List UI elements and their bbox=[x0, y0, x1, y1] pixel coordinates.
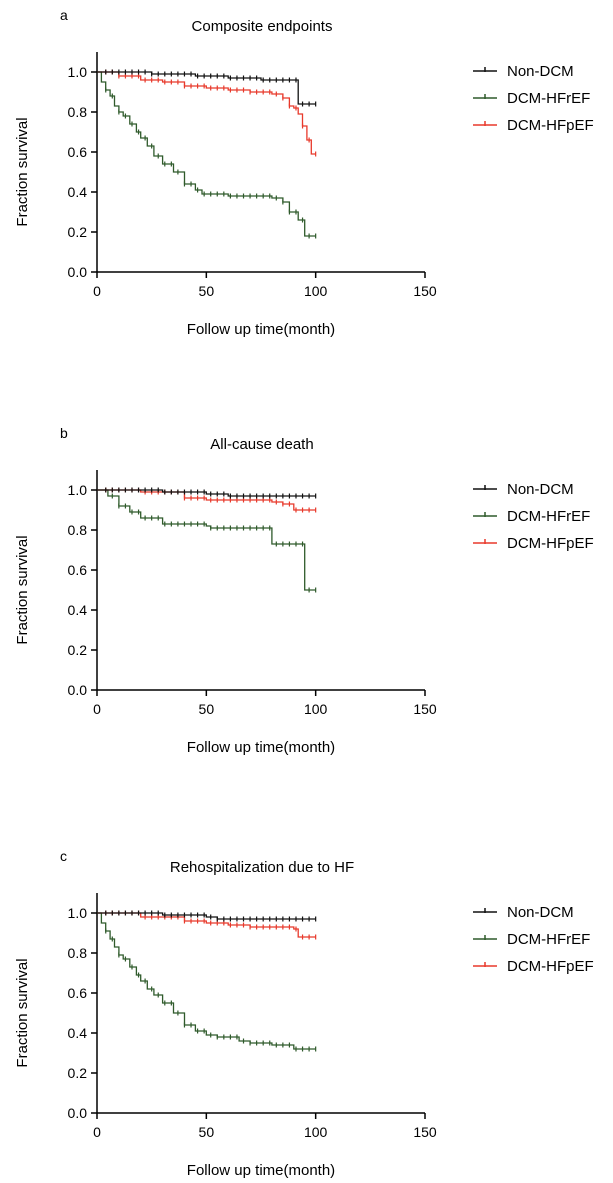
chart-panel-a: a Composite endpoints 0.0 0.2 0.4 0.6 0.8 1.0 0 5… bbox=[14, 7, 594, 338]
series-line-dcm-hfpef bbox=[97, 71, 316, 155]
y-tick-label: 0.6 bbox=[68, 985, 88, 1001]
series-line-non-dcm bbox=[97, 489, 316, 497]
y-tick-label: 1.0 bbox=[68, 64, 88, 80]
y-tick-label: 0.0 bbox=[68, 1105, 88, 1121]
y-tick-label: 0.8 bbox=[68, 522, 88, 538]
y-tick-label: 0.0 bbox=[68, 264, 88, 280]
legend-label: DCM-HFpEF bbox=[507, 535, 594, 552]
panel-letter: c bbox=[60, 848, 67, 864]
legend-label: DCM-HFpEF bbox=[507, 117, 594, 134]
y-tick-label: 1.0 bbox=[68, 905, 88, 921]
y-tick-label: 0.8 bbox=[68, 945, 88, 961]
series-line-dcm-hfref bbox=[97, 489, 316, 591]
y-axis-label: Fraction survival bbox=[14, 535, 31, 644]
y-tick-label: 0.4 bbox=[68, 1025, 88, 1041]
y-tick-label: 0.8 bbox=[68, 104, 88, 120]
x-tick-label: 50 bbox=[199, 283, 215, 299]
panel-letter: a bbox=[60, 7, 68, 23]
legend-label: DCM-HFrEF bbox=[507, 508, 590, 525]
x-tick-label: 100 bbox=[304, 1124, 328, 1140]
y-tick-label: 0.6 bbox=[68, 144, 88, 160]
panel-letter: b bbox=[60, 425, 68, 441]
x-tick-label: 0 bbox=[93, 701, 101, 717]
y-axis-label: Fraction survival bbox=[14, 117, 31, 226]
series-line-dcm-hfref bbox=[97, 912, 316, 1050]
y-tick-label: 0.2 bbox=[68, 1065, 88, 1081]
x-tick-label: 150 bbox=[413, 701, 437, 717]
series-line-dcm-hfpef bbox=[97, 489, 316, 511]
x-tick-label: 100 bbox=[304, 701, 328, 717]
chart-panel-c: c Rehospitalization due to HF 0.0 0.2 0.4 0.6… bbox=[14, 848, 594, 1179]
legend-label: DCM-HFpEF bbox=[507, 958, 594, 975]
x-tick-label: 50 bbox=[199, 701, 215, 717]
y-tick-label: 0.4 bbox=[68, 184, 88, 200]
x-tick-label: 0 bbox=[93, 1124, 101, 1140]
y-axis-label: Fraction survival bbox=[14, 958, 31, 1067]
y-tick-label: 0.2 bbox=[68, 642, 88, 658]
x-axis-label: Follow up time(month) bbox=[187, 739, 335, 756]
legend-label: Non-DCM bbox=[507, 481, 574, 498]
legend-label: DCM-HFrEF bbox=[507, 931, 590, 948]
x-axis-label: Follow up time(month) bbox=[187, 1162, 335, 1179]
x-tick-label: 100 bbox=[304, 283, 328, 299]
y-tick-label: 1.0 bbox=[68, 482, 88, 498]
series-line-dcm-hfref bbox=[97, 71, 316, 237]
chart-title: All-cause death bbox=[210, 436, 313, 453]
y-tick-label: 0.6 bbox=[68, 562, 88, 578]
chart-title: Composite endpoints bbox=[192, 18, 333, 35]
x-tick-label: 0 bbox=[93, 283, 101, 299]
x-axis-label: Follow up time(month) bbox=[187, 321, 335, 338]
y-tick-label: 0.2 bbox=[68, 224, 88, 240]
legend-label: Non-DCM bbox=[507, 63, 574, 80]
y-tick-label: 0.0 bbox=[68, 682, 88, 698]
x-tick-label: 150 bbox=[413, 1124, 437, 1140]
x-tick-label: 150 bbox=[413, 283, 437, 299]
chart-panel-b: b All-cause death 0.0 0.2 0.4 0.6 0.8 1.0 0 50 100… bbox=[14, 425, 594, 756]
legend-label: Non-DCM bbox=[507, 904, 574, 921]
y-tick-label: 0.4 bbox=[68, 602, 88, 618]
chart-title: Rehospitalization due to HF bbox=[170, 859, 354, 876]
legend-label: DCM-HFrEF bbox=[507, 90, 590, 107]
x-tick-label: 50 bbox=[199, 1124, 215, 1140]
